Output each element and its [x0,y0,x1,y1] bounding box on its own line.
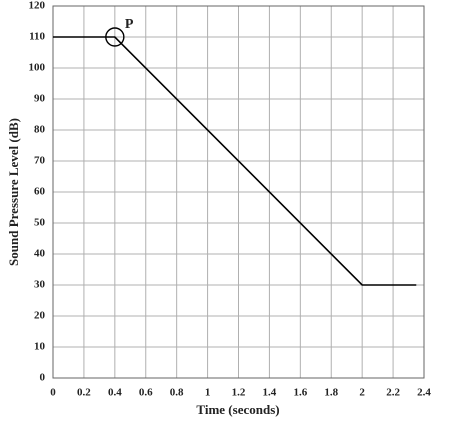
y-tick-label: 80 [34,124,46,136]
x-tick-label: 0.8 [170,387,184,399]
annotation-label: P [125,17,134,32]
y-tick-label: 60 [34,186,46,198]
x-tick-label: 0.6 [139,387,153,399]
y-tick-label: 90 [34,93,46,105]
y-tick-label: 10 [34,341,46,353]
x-tick-label: 0 [50,387,56,399]
y-tick-label: 0 [40,372,46,384]
x-tick-label: 0.4 [108,387,122,399]
annotation-marker [105,27,125,47]
x-tick-label: 1.2 [232,387,246,399]
x-tick-label: 1.6 [293,387,307,399]
y-axis-title: Sound Pressure Level (dB) [6,118,21,266]
y-tick-label: 50 [34,217,46,229]
x-tick-label: 0.2 [77,387,91,399]
y-tick-label: 30 [34,279,46,291]
y-tick-label: 70 [34,155,46,167]
y-tick-label: 100 [29,62,46,74]
x-tick-label: 1.4 [263,387,277,399]
x-tick-label: 2 [359,387,365,399]
y-tick-label: 120 [29,0,46,12]
y-tick-label: 20 [34,310,46,322]
x-tick-label: 1.8 [324,387,338,399]
y-tick-label: 40 [34,248,46,260]
y-tick-label: 110 [29,31,45,43]
x-tick-label: 2.2 [386,387,400,399]
x-tick-label: 1 [205,387,211,399]
x-axis-title: Time (seconds) [196,402,279,417]
data-line [53,36,417,286]
x-tick-label: 2.4 [417,387,431,399]
plot-frame [52,5,425,379]
